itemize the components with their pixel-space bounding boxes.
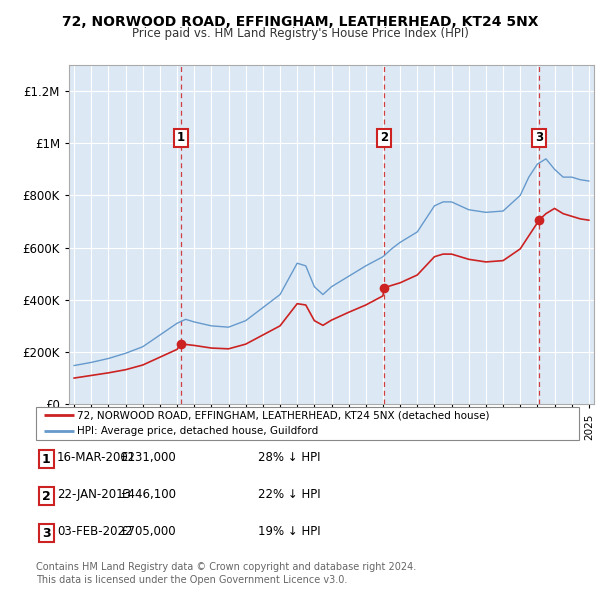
Text: 3: 3 [535, 132, 543, 145]
Text: 72, NORWOOD ROAD, EFFINGHAM, LEATHERHEAD, KT24 5NX (detached house): 72, NORWOOD ROAD, EFFINGHAM, LEATHERHEAD… [77, 410, 489, 420]
Text: HPI: Average price, detached house, Guildford: HPI: Average price, detached house, Guil… [77, 427, 318, 437]
FancyBboxPatch shape [38, 525, 54, 542]
Text: 72, NORWOOD ROAD, EFFINGHAM, LEATHERHEAD, KT24 5NX: 72, NORWOOD ROAD, EFFINGHAM, LEATHERHEAD… [62, 15, 538, 29]
Text: £705,000: £705,000 [120, 525, 176, 538]
Text: 2: 2 [42, 490, 50, 503]
Text: £446,100: £446,100 [120, 488, 176, 501]
FancyBboxPatch shape [38, 450, 54, 468]
Text: 16-MAR-2001: 16-MAR-2001 [57, 451, 136, 464]
Text: 28% ↓ HPI: 28% ↓ HPI [258, 451, 320, 464]
Text: Contains HM Land Registry data © Crown copyright and database right 2024.
This d: Contains HM Land Registry data © Crown c… [36, 562, 416, 585]
FancyBboxPatch shape [38, 487, 54, 505]
Text: 2: 2 [380, 132, 388, 145]
FancyBboxPatch shape [36, 407, 579, 440]
Text: 22% ↓ HPI: 22% ↓ HPI [258, 488, 320, 501]
Text: £231,000: £231,000 [120, 451, 176, 464]
Text: 1: 1 [176, 132, 185, 145]
Text: 19% ↓ HPI: 19% ↓ HPI [258, 525, 320, 538]
Text: Price paid vs. HM Land Registry's House Price Index (HPI): Price paid vs. HM Land Registry's House … [131, 27, 469, 40]
Text: 3: 3 [42, 527, 50, 540]
Text: 03-FEB-2022: 03-FEB-2022 [57, 525, 133, 538]
Text: 1: 1 [42, 453, 50, 466]
Text: 22-JAN-2013: 22-JAN-2013 [57, 488, 131, 501]
